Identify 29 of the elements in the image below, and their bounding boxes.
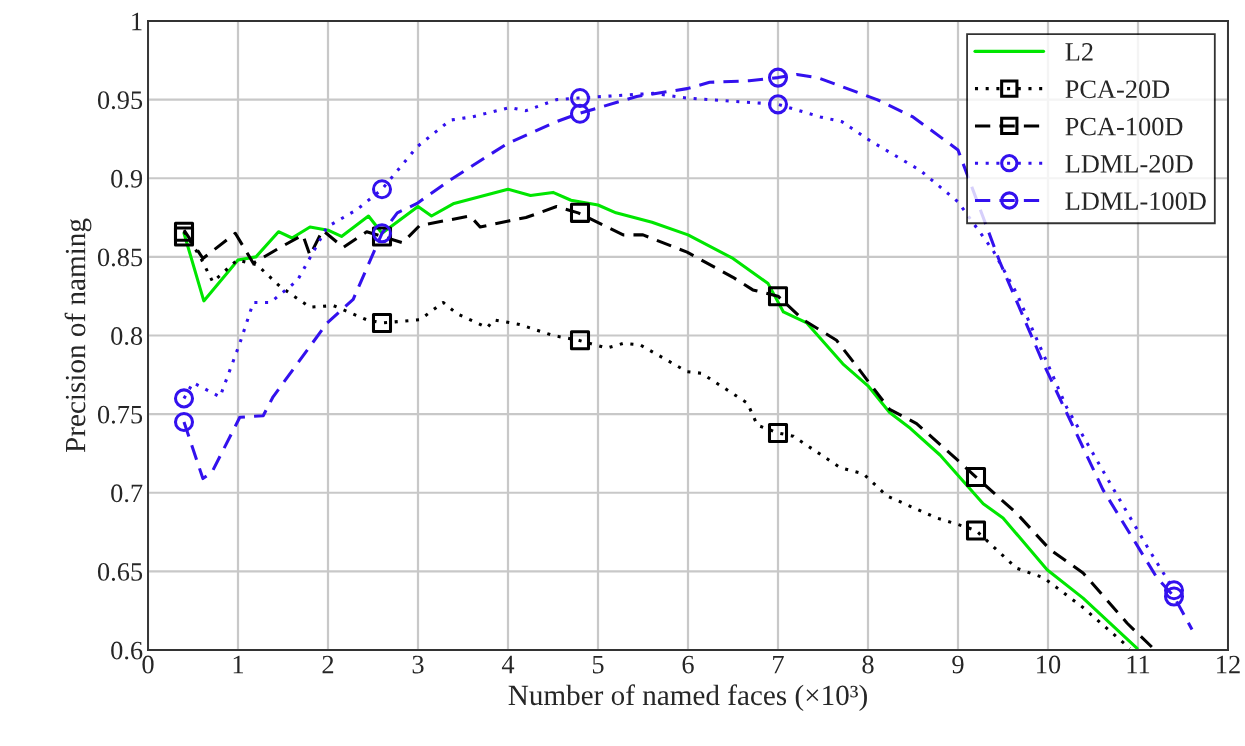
legend-label: PCA-100D	[1065, 117, 1183, 136]
legend-label: LDML-100D	[1065, 192, 1206, 210]
y-tick-label: 0.95	[97, 91, 143, 110]
y-tick-label: 0.85	[97, 248, 143, 267]
y-tick-label: 1	[132, 12, 142, 31]
x-tick-label: 6	[682, 655, 694, 674]
x-tick-label: 1	[233, 655, 244, 674]
y-axis-title: Precision of naming	[64, 218, 92, 453]
y-tick-label: 0.6	[111, 641, 143, 660]
x-tick-label: 10	[1037, 655, 1061, 674]
x-tick-label: 5	[592, 655, 604, 674]
x-tick-label: 7	[773, 655, 784, 674]
y-tick-label: 0.65	[97, 562, 143, 581]
x-tick-label: 2	[322, 655, 334, 674]
x-axis-title: Number of named faces (×10³)	[508, 684, 867, 712]
x-tick-label: 4	[501, 655, 515, 674]
x-tick-label: 11	[1127, 655, 1150, 674]
y-tick-label: 0.8	[111, 327, 143, 346]
y-tick-label: 0.75	[97, 405, 143, 424]
x-tick-label: 8	[862, 655, 874, 674]
x-tick-label: 0	[142, 655, 154, 674]
y-tick-label: 0.9	[111, 169, 143, 188]
x-tick-label: 9	[952, 655, 964, 674]
x-tick-label: 12	[1217, 655, 1240, 674]
x-tick-label: 3	[412, 655, 424, 674]
legend-label: LDML-20D	[1065, 154, 1193, 173]
legend-label: L2	[1065, 43, 1093, 61]
legend-label: PCA-20D	[1065, 80, 1170, 99]
y-tick-label: 0.7	[111, 484, 143, 503]
